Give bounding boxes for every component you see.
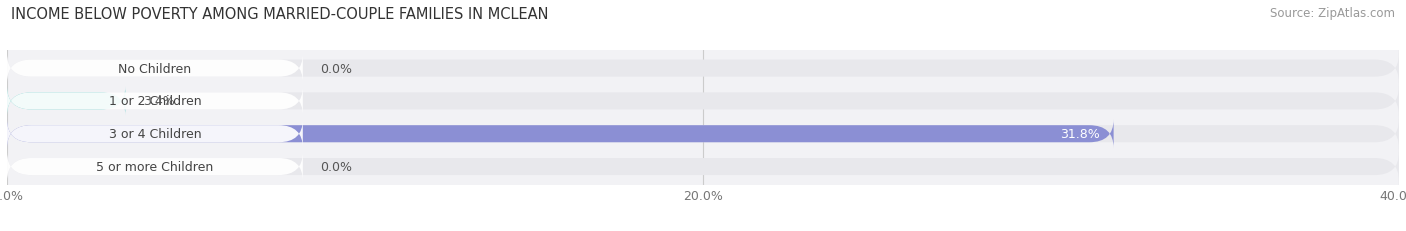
FancyBboxPatch shape: [7, 152, 302, 181]
FancyBboxPatch shape: [7, 87, 125, 116]
FancyBboxPatch shape: [7, 55, 1399, 83]
FancyBboxPatch shape: [7, 120, 302, 149]
FancyBboxPatch shape: [7, 55, 302, 83]
FancyBboxPatch shape: [7, 120, 1114, 149]
FancyBboxPatch shape: [7, 87, 1399, 116]
Text: 5 or more Children: 5 or more Children: [96, 160, 214, 173]
Text: 1 or 2 Children: 1 or 2 Children: [108, 95, 201, 108]
Text: 0.0%: 0.0%: [321, 62, 353, 75]
Text: Source: ZipAtlas.com: Source: ZipAtlas.com: [1270, 7, 1395, 20]
FancyBboxPatch shape: [7, 152, 1399, 181]
Text: 31.8%: 31.8%: [1060, 128, 1099, 141]
Text: 3 or 4 Children: 3 or 4 Children: [108, 128, 201, 141]
Text: 3.4%: 3.4%: [143, 95, 174, 108]
Text: INCOME BELOW POVERTY AMONG MARRIED-COUPLE FAMILIES IN MCLEAN: INCOME BELOW POVERTY AMONG MARRIED-COUPL…: [11, 7, 548, 22]
Text: No Children: No Children: [118, 62, 191, 75]
Text: 0.0%: 0.0%: [321, 160, 353, 173]
FancyBboxPatch shape: [7, 120, 1399, 149]
FancyBboxPatch shape: [7, 87, 302, 116]
